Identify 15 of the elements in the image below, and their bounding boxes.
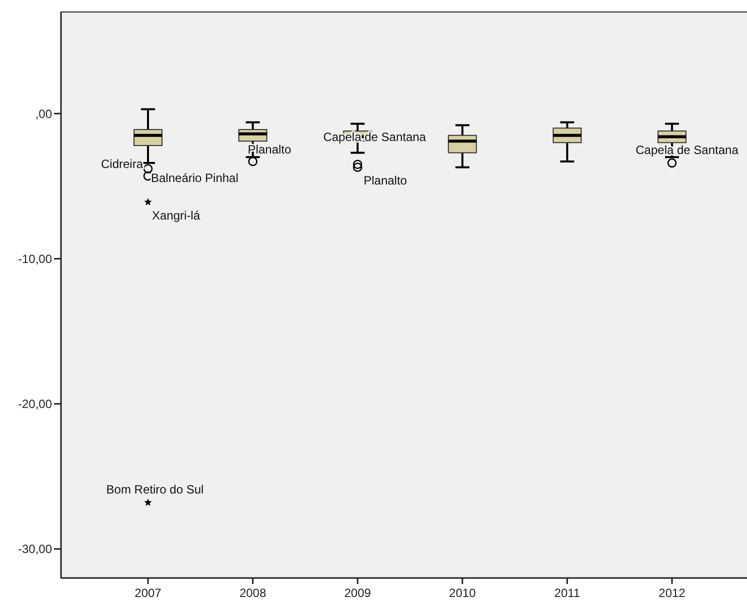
x-tick-label: 2010	[449, 586, 476, 600]
annotation: Bom Retiro do Sul	[106, 482, 204, 497]
x-tick-label: 2011	[554, 586, 580, 600]
y-tick-label: -20,00	[18, 397, 52, 412]
y-tick-label: ,00	[35, 106, 52, 121]
y-tick-label: -10,00	[18, 252, 52, 266]
annotation: Planalto	[364, 173, 408, 188]
x-tick-label: 2009	[344, 586, 372, 600]
x-tick-label: 2007	[134, 586, 162, 600]
x-tick-label: 2008	[239, 586, 266, 600]
y-tick-label: -30,00	[18, 542, 52, 556]
annotation: Xangri-lá	[152, 208, 200, 222]
x-tick-label: 2012	[658, 586, 686, 600]
annotation: Balneário Pinhal	[151, 171, 238, 186]
annotation: Cidreira	[100, 156, 144, 171]
